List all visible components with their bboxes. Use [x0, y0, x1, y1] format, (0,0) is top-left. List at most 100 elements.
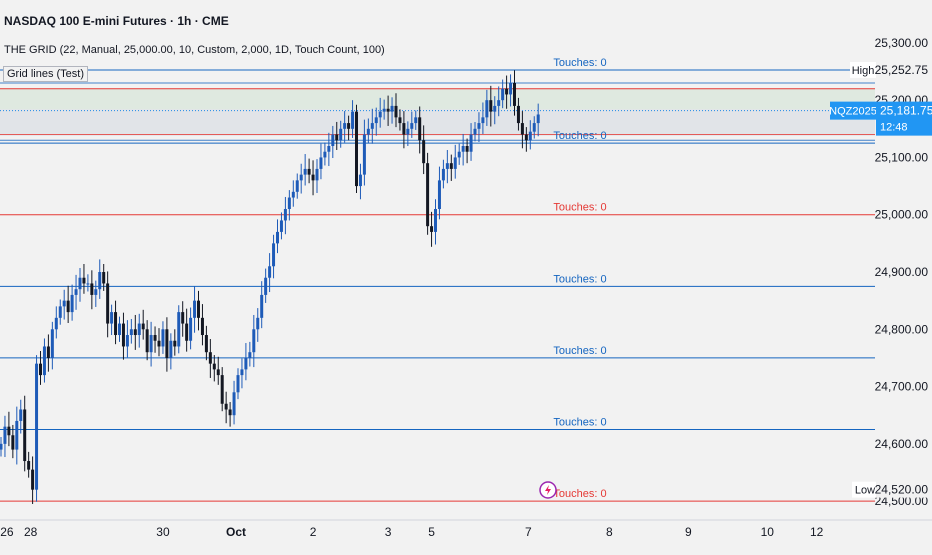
- candle[interactable]: [469, 123, 473, 161]
- candle[interactable]: [339, 120, 343, 148]
- candle[interactable]: [220, 367, 224, 412]
- candle[interactable]: [66, 285, 70, 323]
- candle[interactable]: [430, 211, 434, 247]
- candle[interactable]: [279, 212, 283, 240]
- candle[interactable]: [78, 268, 82, 302]
- candle[interactable]: [343, 111, 347, 143]
- candle[interactable]: [516, 97, 520, 131]
- candle[interactable]: [256, 308, 260, 342]
- candle[interactable]: [374, 107, 378, 136]
- candle[interactable]: [358, 163, 362, 200]
- candle[interactable]: [90, 270, 94, 310]
- candle[interactable]: [248, 341, 252, 367]
- grid-lines-legend[interactable]: Grid lines (Test): [3, 66, 89, 82]
- candle[interactable]: [7, 411, 11, 447]
- candle[interactable]: [35, 355, 39, 502]
- candle[interactable]: [394, 93, 398, 128]
- candle[interactable]: [378, 97, 382, 128]
- candle[interactable]: [493, 96, 497, 125]
- candle[interactable]: [232, 380, 236, 425]
- candle[interactable]: [319, 143, 323, 180]
- candle[interactable]: [118, 316, 121, 342]
- candle[interactable]: [497, 86, 501, 117]
- candle[interactable]: [366, 118, 370, 144]
- candle[interactable]: [386, 95, 390, 126]
- candle[interactable]: [0, 436, 3, 457]
- candle[interactable]: [228, 402, 232, 427]
- candle[interactable]: [197, 290, 200, 331]
- candle[interactable]: [3, 415, 7, 458]
- candle[interactable]: [272, 234, 276, 279]
- candle[interactable]: [402, 111, 406, 149]
- candle[interactable]: [347, 115, 351, 141]
- candle[interactable]: [410, 111, 414, 138]
- candle[interactable]: [307, 158, 311, 184]
- candle[interactable]: [204, 325, 208, 361]
- candle[interactable]: [27, 451, 31, 478]
- candle[interactable]: [74, 274, 78, 310]
- candle[interactable]: [173, 329, 177, 356]
- candle[interactable]: [260, 281, 264, 329]
- candle[interactable]: [477, 112, 481, 142]
- candle[interactable]: [157, 328, 161, 357]
- candle[interactable]: [441, 159, 445, 189]
- candle[interactable]: [86, 274, 90, 292]
- candle[interactable]: [129, 318, 133, 344]
- candle[interactable]: [193, 286, 197, 333]
- candle[interactable]: [268, 253, 272, 293]
- candle[interactable]: [133, 314, 137, 350]
- candle[interactable]: [536, 103, 540, 137]
- candle[interactable]: [287, 190, 291, 221]
- candle[interactable]: [200, 304, 204, 346]
- candle[interactable]: [165, 317, 169, 372]
- candle[interactable]: [189, 307, 193, 350]
- price-axis[interactable]: [875, 0, 932, 550]
- candle[interactable]: [445, 150, 449, 184]
- candle[interactable]: [331, 125, 335, 159]
- candle[interactable]: [473, 121, 477, 142]
- candle[interactable]: [236, 368, 240, 400]
- candle[interactable]: [485, 89, 489, 126]
- candle[interactable]: [54, 306, 58, 339]
- candle[interactable]: [39, 351, 42, 385]
- candle[interactable]: [181, 301, 185, 337]
- candle[interactable]: [137, 313, 141, 348]
- candle[interactable]: [82, 263, 86, 294]
- candle[interactable]: [98, 259, 102, 299]
- candle[interactable]: [422, 125, 426, 175]
- candle[interactable]: [276, 219, 279, 254]
- candle[interactable]: [437, 166, 441, 220]
- candle[interactable]: [145, 320, 149, 361]
- candle[interactable]: [94, 280, 98, 307]
- candle[interactable]: [509, 74, 513, 107]
- candle[interactable]: [299, 163, 303, 194]
- candle[interactable]: [169, 333, 173, 370]
- candle[interactable]: [327, 132, 331, 167]
- indicator-legend[interactable]: THE GRID (22, Manual, 25,000.00, 10, Cus…: [4, 44, 385, 56]
- candle[interactable]: [513, 70, 516, 116]
- candle[interactable]: [62, 289, 66, 320]
- symbol-title[interactable]: NASDAQ 100 E-mini Futures · 1h · CME: [4, 14, 229, 28]
- candle[interactable]: [532, 116, 536, 139]
- candle[interactable]: [177, 305, 181, 354]
- candle[interactable]: [50, 321, 54, 370]
- candle[interactable]: [153, 326, 157, 353]
- candle[interactable]: [31, 456, 35, 504]
- candle[interactable]: [449, 154, 453, 181]
- candle[interactable]: [505, 75, 509, 109]
- candle[interactable]: [303, 154, 307, 186]
- candle[interactable]: [390, 97, 394, 124]
- candle[interactable]: [46, 334, 50, 372]
- candle[interactable]: [323, 142, 327, 166]
- candle[interactable]: [244, 343, 248, 381]
- candle[interactable]: [465, 138, 469, 164]
- candle[interactable]: [252, 314, 256, 368]
- candle[interactable]: [382, 99, 386, 120]
- candle[interactable]: [370, 108, 374, 144]
- candle[interactable]: [355, 104, 358, 193]
- candle[interactable]: [453, 144, 457, 179]
- candle[interactable]: [114, 300, 118, 345]
- candle[interactable]: [398, 109, 402, 131]
- candle[interactable]: [125, 320, 129, 358]
